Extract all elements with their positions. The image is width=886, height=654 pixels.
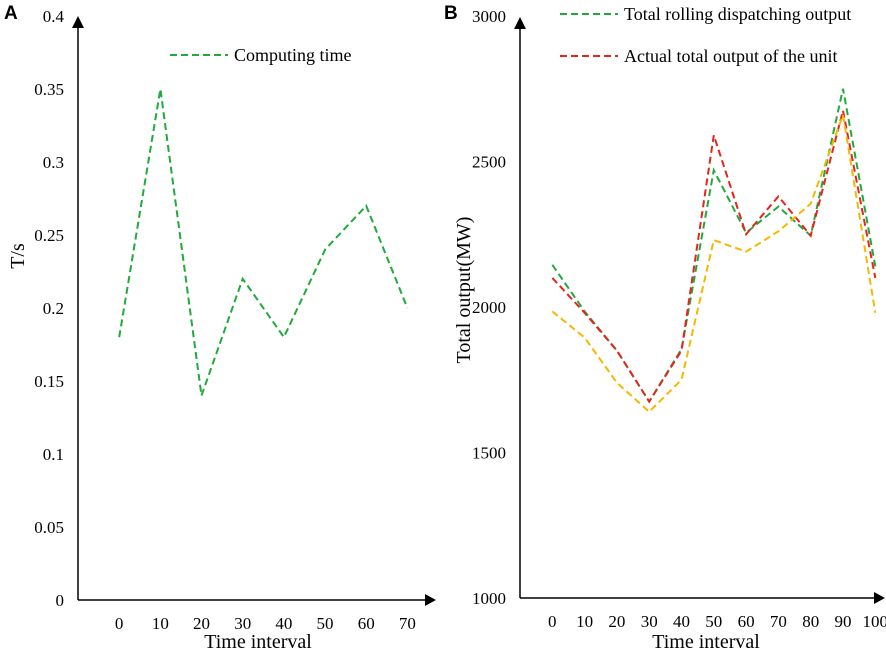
panel-b-series-group [551,88,877,414]
panel-b-x-tick-label: 50 [705,612,722,631]
panel-a-y-ticks: 0 0.05 0.1 0.15 0.2 0.25 0.3 0.35 0.4 [34,7,64,610]
panel-b-y-tick-label: 1500 [472,444,506,463]
panel-a-label: A [4,3,18,24]
panel-a-y-axis-arrow [72,16,84,28]
panel-a-x-tick-label: 50 [317,614,334,633]
panel-b-x-tick-label: 20 [608,612,625,631]
panel-a-y-tick-label: 0.2 [43,299,64,318]
panel-b-y-tick-label: 3000 [472,7,506,26]
panel-a-x-tick-label: 0 [115,614,124,633]
panel-b-x-tick-label: 40 [673,612,690,631]
panel-b-x-tick-label: 0 [548,612,557,631]
panel-a-y-tick-label: 0.35 [34,80,64,99]
panel-b: B 1000 1500 2000 2500 3000 0 10 20 30 40 50 60 70 80… [444,3,886,653]
panel-b-x-tick-label: 100 [863,612,886,631]
panel-a-y-tick-label: 0.1 [43,445,64,464]
panel-a-legend-label-computing-time: Computing time [234,45,352,65]
panel-a-x-tick-label: 70 [399,614,416,633]
panel-a-x-tick-label: 30 [234,614,251,633]
panel-a-x-axis-title: Time interval [204,631,312,653]
panel-b-x-tick-label: 70 [770,612,787,631]
panel-b-legend-label-rolling-dispatching: Total rolling dispatching output [624,4,851,24]
panel-a-y-tick-label: 0.15 [34,372,64,391]
panel-b-x-axis-arrow [874,592,885,604]
panel-b-x-tick-label: 90 [835,612,852,631]
panel-a-y-tick-label: 0.05 [34,518,64,537]
panel-b-x-tick-label: 60 [738,612,755,631]
panel-a-x-tick-label: 60 [358,614,375,633]
panel-b-y-tick-label: 2500 [472,153,506,172]
panel-a-line-computing-time [118,88,409,396]
panel-b-line-actual-total-output-of-the-unit [551,110,877,404]
panel-a-series-group [118,88,409,396]
panel-b-y-tick-label: 2000 [472,298,506,317]
panel-a-y-tick-label: 0.25 [34,226,64,245]
panel-b-x-tick-label: 10 [576,612,593,631]
panel-b-y-ticks: 1000 1500 2000 2500 3000 [472,7,506,608]
panel-a-x-axis-arrow [425,594,436,606]
panel-b-x-ticks: 0 10 20 30 40 50 60 70 80 90 100 [548,612,886,631]
panel-a-y-tick-label: 0 [56,591,65,610]
panel-b-x-tick-label: 80 [802,612,819,631]
panel-b-y-axis-title: Total output(MW) [453,217,475,364]
panel-b-legend-label-actual-output: Actual total output of the unit [624,46,837,66]
panel-a-y-tick-label: 0.4 [43,7,65,26]
panel-b-y-axis-arrow [514,17,526,29]
panel-b-label: B [444,3,458,24]
panel-a-x-ticks: 0 10 20 30 40 50 60 70 [115,614,416,633]
panel-a-y-tick-label: 0.3 [43,153,64,172]
panel-b-x-axis-title: Time interval [652,631,760,653]
panel-a-x-tick-label: 10 [152,614,169,633]
panel-a: A 0 0.05 0.1 0.15 0.2 0.25 0.3 0.35 0.4 0 10 20 30 4… [4,3,436,653]
panel-b-line-series-3 [551,110,877,414]
panel-a-y-axis-title: T/s [7,243,29,269]
panel-b-y-tick-label: 1000 [472,589,506,608]
panel-a-x-tick-label: 40 [275,614,292,633]
panel-a-x-tick-label: 20 [193,614,210,633]
panel-b-x-tick-label: 30 [641,612,658,631]
